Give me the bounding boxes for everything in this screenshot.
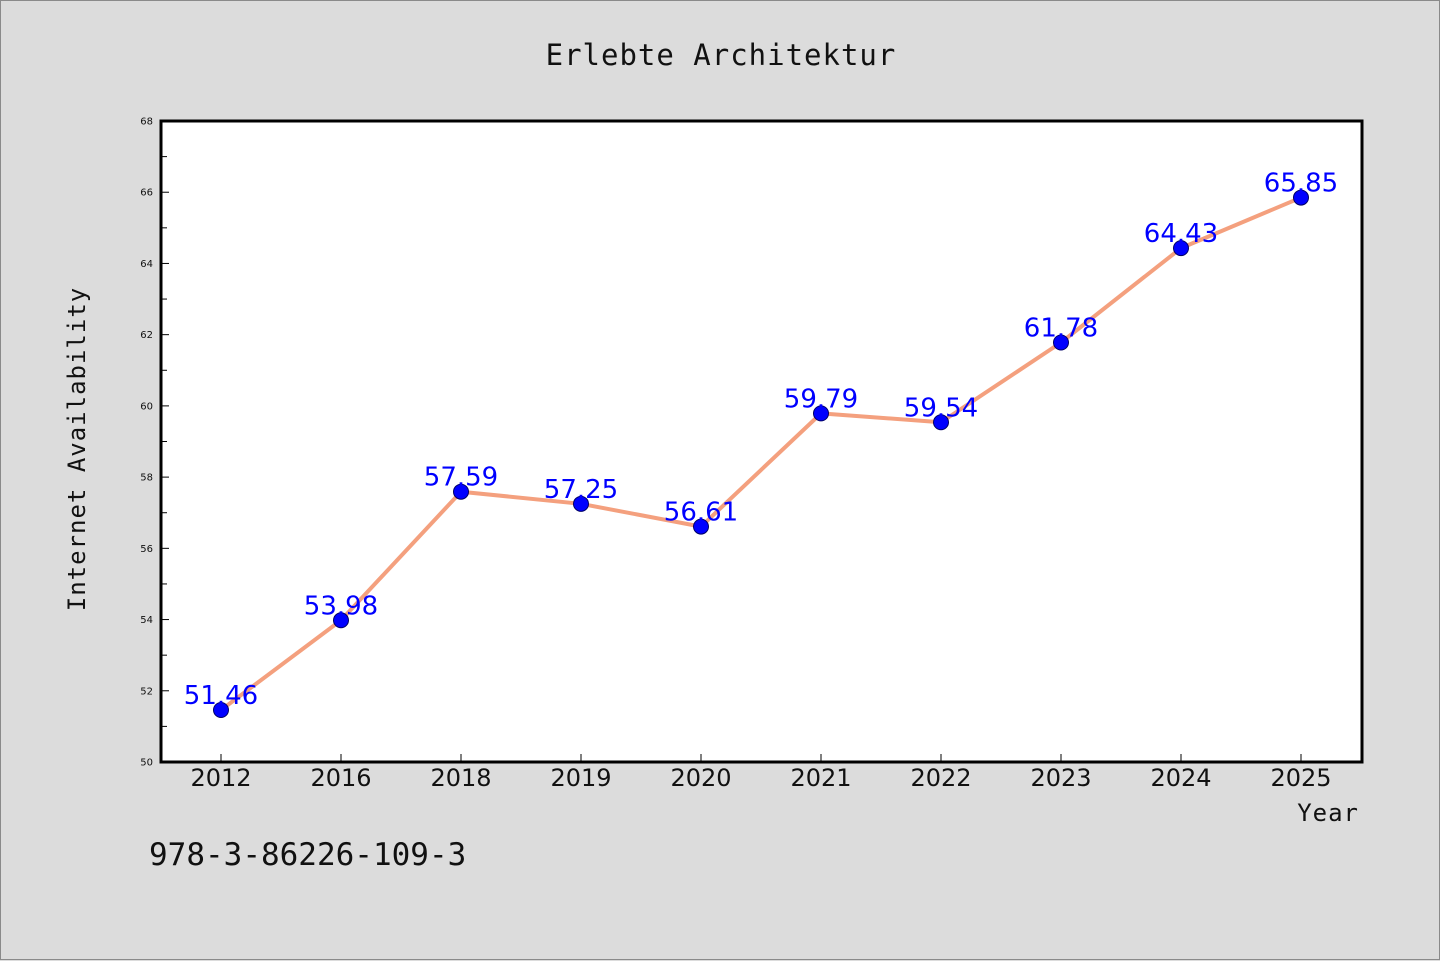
y-axis-title: Internet Availability [63,287,91,611]
x-tick-label: 2025 [1270,764,1331,792]
x-tick-label: 2019 [550,764,611,792]
data-label: 57.25 [544,475,618,505]
isbn-text: 978-3-86226-109-3 [149,837,466,873]
data-label: 51.46 [184,681,258,711]
x-tick-label: 2022 [910,764,971,792]
y-tick-label: 66 [140,188,153,199]
series-line [219,195,1303,713]
y-axis: 50 52 54 56 58 60 62 64 66 68 [140,117,169,769]
data-point [1173,240,1189,257]
x-tick-label: 2016 [310,764,371,792]
y-tick-label: 60 [140,401,153,412]
data-point [693,518,709,535]
data-label: 59.54 [904,393,978,423]
chart-title: Erlebte Architektur [546,38,897,72]
data-point [813,405,829,422]
y-tick-label: 68 [140,117,153,128]
y-tick-label: 62 [140,330,153,341]
y-tick-label: 54 [140,615,153,626]
data-point [333,612,349,629]
data-label: 61.78 [1024,314,1098,344]
series-internet-availability [213,189,1309,719]
data-label: 53.98 [304,591,378,621]
data-point [933,414,949,431]
y-tick-label: 52 [140,686,153,697]
data-label: 57.59 [424,463,498,493]
data-label: 56.61 [664,498,738,528]
data-point [1053,334,1069,351]
x-tick-label: 2018 [430,764,491,792]
x-axis: 2012 2016 2018 2019 2020 2021 2022 2023 2024 2025 [190,754,1332,792]
x-tick-label: 2012 [190,764,251,792]
data-label: 64.43 [1144,219,1218,249]
data-point [453,483,469,500]
data-label: 65.85 [1264,169,1338,199]
x-axis-title: Year [1297,799,1359,827]
data-point [573,495,589,512]
y-tick-label: 56 [140,544,153,555]
y-tick-label: 50 [140,758,153,769]
x-tick-label: 2023 [1030,764,1091,792]
y-tick-label: 64 [140,259,153,270]
y-tick-label: 58 [140,473,153,484]
x-tick-label: 2024 [1150,764,1211,792]
data-point [1293,189,1309,206]
x-tick-label: 2021 [790,764,851,792]
data-label: 59.79 [784,384,858,414]
data-point [213,702,229,719]
data-labels: 51.46 53.98 57.59 57.25 56.61 59.79 59.54 61.78… [184,169,1338,711]
plot-area [159,119,1364,764]
x-tick-label: 2020 [670,764,731,792]
